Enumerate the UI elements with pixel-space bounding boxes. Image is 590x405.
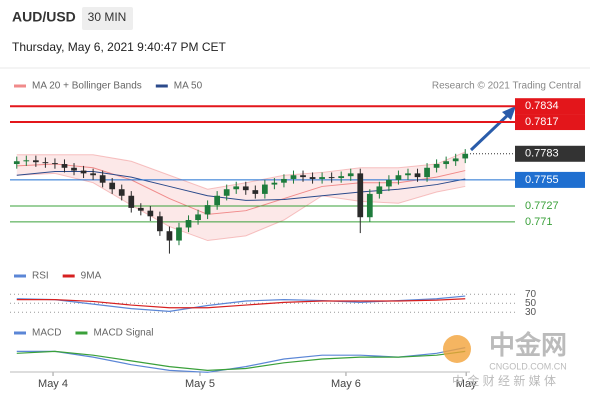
level-label: 0.7834 <box>525 100 559 112</box>
legend-label: MACD Signal <box>93 328 153 339</box>
candle-body <box>32 160 39 163</box>
candle-body <box>242 186 249 191</box>
candle-body <box>443 161 450 165</box>
candle-body <box>80 170 87 174</box>
candle-body <box>195 214 201 221</box>
candle-body <box>433 164 440 168</box>
y-tick-label: 30 <box>525 307 537 318</box>
candle-body <box>42 162 49 164</box>
candle-body <box>118 189 125 196</box>
candle-body <box>185 220 192 228</box>
indicator-line <box>16 298 466 309</box>
candle-body <box>23 160 30 162</box>
candle-body <box>319 177 325 179</box>
candle-body <box>223 189 230 196</box>
candle-body <box>405 173 411 176</box>
candle-body <box>214 195 221 206</box>
logo-icon <box>443 335 471 363</box>
candle-body <box>462 153 469 159</box>
candle-body <box>414 173 421 178</box>
timeframe-box <box>82 7 133 30</box>
level-label: 0.7817 <box>525 116 559 128</box>
candle-body <box>281 178 287 183</box>
candle-body <box>137 207 144 211</box>
x-tick-label: May 4 <box>38 378 68 390</box>
candle-body <box>61 164 68 168</box>
x-tick-label: May 6 <box>331 378 361 390</box>
candle-body <box>128 195 135 208</box>
level-label: 0.771 <box>525 216 553 228</box>
candle-body <box>376 186 383 194</box>
bollinger-lower <box>16 172 466 242</box>
candle-body <box>366 193 373 218</box>
candle-body <box>90 173 96 176</box>
arrow <box>469 111 512 152</box>
candle-body <box>395 175 402 180</box>
y-tick-label: 50 <box>525 298 537 309</box>
candle-body <box>357 173 364 218</box>
legend-label: RSI <box>32 271 49 282</box>
watermark-site: CNGOLD.COM.CN <box>489 361 567 371</box>
watermark: 中金网 CNGOLD.COM.CN 中 金 财 经 新 媒 体 <box>443 330 567 388</box>
timeframe: 30 MIN <box>88 10 127 24</box>
timestamp: Thursday, May 6, 2021 9:40:47 PM CET <box>12 40 227 54</box>
candle-body <box>52 163 58 165</box>
legend-label: MA 20 + Bollinger Bands <box>32 81 142 92</box>
candle-body <box>300 175 306 178</box>
candle-body <box>166 231 173 241</box>
symbol: AUD/USD <box>12 9 76 25</box>
candle-body <box>309 177 316 179</box>
level-box <box>515 145 585 162</box>
candle-body <box>271 182 278 185</box>
candle-body <box>233 186 240 190</box>
candle-body <box>328 177 335 179</box>
candle-body <box>147 210 154 217</box>
candle-body <box>252 190 259 194</box>
candle-body <box>109 182 116 190</box>
indicator-line <box>16 350 466 372</box>
candle-body <box>261 184 268 194</box>
candle-body <box>13 161 20 165</box>
legend-label: MACD <box>32 328 61 339</box>
candle-body <box>347 173 354 177</box>
candle-body <box>290 175 297 179</box>
candle-body <box>157 216 163 232</box>
candle-body <box>176 227 182 241</box>
x-tick-label: May 5 <box>185 378 215 390</box>
level-label: 0.7783 <box>525 148 559 160</box>
candle-body <box>386 179 392 187</box>
watermark-brand: 中金网 <box>489 330 567 360</box>
level-label: 0.7755 <box>525 174 559 186</box>
candle-body <box>338 176 345 179</box>
level-box <box>515 171 585 188</box>
legend-label: MA 50 <box>174 81 203 92</box>
level-label: 0.7727 <box>525 200 559 212</box>
credit: Research © 2021 Trading Central <box>432 81 581 92</box>
x-tick-label: May <box>456 378 477 390</box>
y-tick-label: 70 <box>525 289 537 300</box>
arrow-head <box>502 106 516 120</box>
candle-body <box>452 158 459 162</box>
candle-body <box>71 167 77 171</box>
watermark-slogan: 中 金 财 经 新 媒 体 <box>452 373 556 388</box>
candle-body <box>99 175 106 183</box>
candle-body <box>424 167 430 178</box>
legend-label: 9MA <box>81 271 102 282</box>
level-box <box>515 114 585 131</box>
candle-body <box>204 205 211 215</box>
level-box <box>515 98 585 115</box>
